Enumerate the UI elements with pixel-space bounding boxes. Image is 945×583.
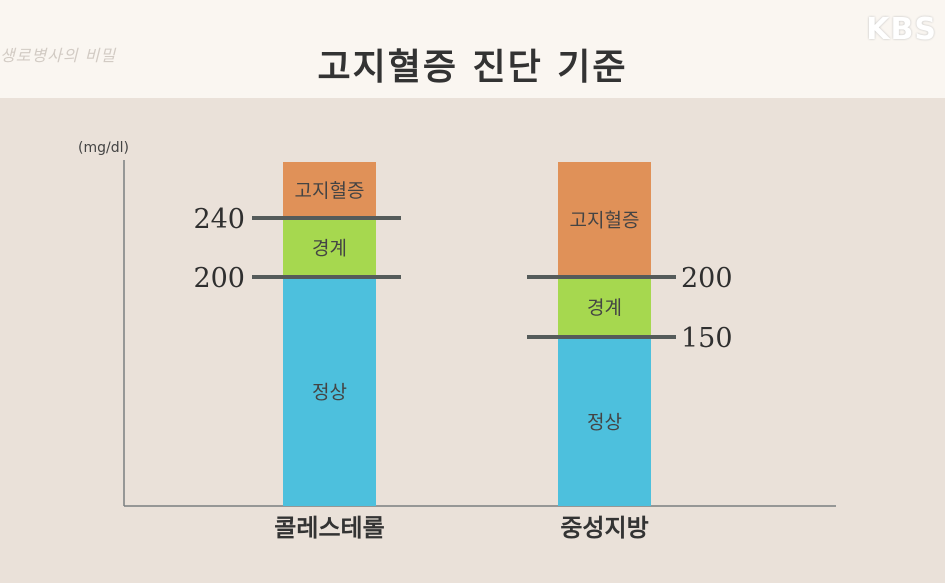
segment-label: 경계 <box>312 238 347 260</box>
page-title: 고지혈증 진단 기준 <box>317 47 628 88</box>
segment-label: 정상 <box>312 382 347 404</box>
segment-label: 경계 <box>587 297 622 319</box>
threshold-label: 240 <box>193 204 245 235</box>
bar-segment <box>283 162 376 218</box>
segment-label: 정상 <box>587 412 622 434</box>
unit-label: (mg/dl) <box>78 140 129 156</box>
bar-segment <box>283 277 376 506</box>
threshold-label: 200 <box>193 263 245 294</box>
title-banner <box>0 0 945 98</box>
category-label: 중성지방 <box>560 514 648 542</box>
bar-segment <box>558 162 651 277</box>
bar-segment <box>558 277 651 337</box>
threshold-label: 150 <box>681 323 733 354</box>
broadcaster-logo: KBS <box>866 12 937 47</box>
segment-label: 고지혈증 <box>295 180 365 202</box>
segment-label: 고지혈증 <box>570 210 640 232</box>
show-title: 생로병사의 비밀 <box>0 46 117 65</box>
category-label: 콜레스테롤 <box>274 514 384 542</box>
threshold-label: 200 <box>681 263 733 294</box>
bar-segment <box>558 337 651 506</box>
bar-segment <box>283 218 376 277</box>
